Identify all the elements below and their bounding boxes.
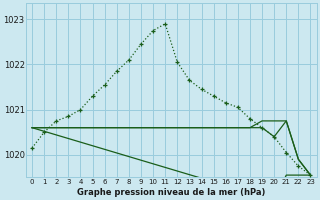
X-axis label: Graphe pression niveau de la mer (hPa): Graphe pression niveau de la mer (hPa) <box>77 188 266 197</box>
